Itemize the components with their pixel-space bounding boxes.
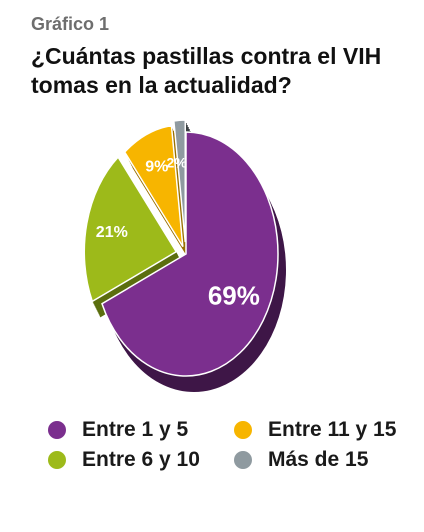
legend-item-entre-11-y-15: Entre 11 y 15: [234, 418, 396, 442]
legend-swatch-mas-de-15: [234, 451, 252, 469]
pie-label-más-de-15: 2%: [167, 155, 188, 171]
pie-chart: 69% 21% 9%2%: [83, 119, 286, 392]
legend-label-entre-1-y-5: Entre 1 y 5: [82, 418, 189, 441]
pie-label-entre-11-y-15: 9%: [145, 158, 168, 175]
legend-item-entre-6-y-10: Entre 6 y 10: [48, 448, 200, 472]
legend-label-entre-11-y-15: Entre 11 y 15: [268, 418, 397, 441]
legend-item-entre-1-y-5: Entre 1 y 5: [48, 418, 188, 442]
legend-swatch-entre-1-y-5: [48, 421, 66, 439]
legend-label-entre-6-y-10: Entre 6 y 10: [82, 448, 200, 471]
legend-swatch-entre-11-y-15: [234, 421, 252, 439]
pie-slice-más-de-15: [173, 119, 187, 243]
pie-label-entre-6-y-10: 21%: [96, 224, 128, 241]
chart-kicker: Gráfico 1: [31, 14, 110, 34]
legend-swatch-entre-6-y-10: [48, 451, 66, 469]
chart-title: ¿Cuántas pastillas contra el VIH tomas e…: [31, 43, 382, 98]
legend-item-mas-de-15: Más de 15: [234, 448, 368, 472]
pie-slice-entre-1-y-5: [101, 131, 279, 377]
legend-label-mas-de-15: Más de 15: [268, 448, 369, 471]
pie-label-entre-1-y-5: 69%: [208, 280, 260, 310]
legend: Entre 1 y 5 Entre 6 y 10 Entre 11 y 15 M…: [48, 418, 424, 488]
pie-slice-entre-11-y-15: [123, 124, 184, 248]
pie-slice-entre-6-y-10: [83, 155, 178, 303]
